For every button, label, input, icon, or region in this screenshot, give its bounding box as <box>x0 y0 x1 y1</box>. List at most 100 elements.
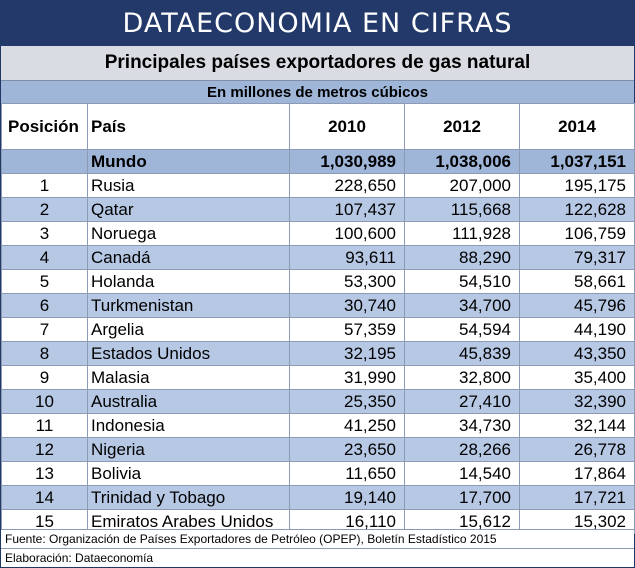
country-cell: Malasia <box>87 365 290 390</box>
value-2012-cell: 115,668 <box>404 197 520 222</box>
table-row: 2 Qatar 107,437 115,668 122,628 <box>1 197 635 222</box>
value-2010-cell: 19,140 <box>289 485 405 510</box>
world-2012-cell: 1,038,006 <box>404 149 520 174</box>
table-row: 13 Bolivia 11,650 14,540 17,864 <box>1 461 635 486</box>
table-row: 10 Australia 25,350 27,410 32,390 <box>1 389 635 414</box>
position-cell: 3 <box>1 221 88 246</box>
value-2012-cell: 34,700 <box>404 293 520 318</box>
table-row: 12 Nigeria 23,650 28,266 26,778 <box>1 437 635 462</box>
banner-title: DATAECONOMIA EN CIFRAS <box>1 1 634 46</box>
table-row: 9 Malasia 31,990 32,800 35,400 <box>1 365 635 390</box>
position-cell: 6 <box>1 293 88 318</box>
table-row: 1 Rusia 228,650 207,000 195,175 <box>1 173 635 198</box>
position-cell: 11 <box>1 413 88 438</box>
value-2014-cell: 45,796 <box>519 293 635 318</box>
value-2010-cell: 30,740 <box>289 293 405 318</box>
country-cell: Argelia <box>87 317 290 342</box>
value-2012-cell: 17,700 <box>404 485 520 510</box>
table-row: 7 Argelia 57,359 54,594 44,190 <box>1 317 635 342</box>
value-2012-cell: 14,540 <box>404 461 520 486</box>
table-row: 4 Canadá 93,611 88,290 79,317 <box>1 245 635 270</box>
table-row: 5 Holanda 53,300 54,510 58,661 <box>1 269 635 294</box>
header-position: Posición <box>1 103 88 150</box>
value-2012-cell: 27,410 <box>404 389 520 414</box>
value-2014-cell: 32,144 <box>519 413 635 438</box>
position-cell: 7 <box>1 317 88 342</box>
value-2012-cell: 34,730 <box>404 413 520 438</box>
value-2012-cell: 88,290 <box>404 245 520 270</box>
value-2014-cell: 122,628 <box>519 197 635 222</box>
value-2010-cell: 31,990 <box>289 365 405 390</box>
value-2014-cell: 44,190 <box>519 317 635 342</box>
position-cell: 1 <box>1 173 88 198</box>
value-2010-cell: 57,359 <box>289 317 405 342</box>
footnotes: Fuente: Organización de Países Exportado… <box>1 529 634 567</box>
position-cell: 8 <box>1 341 88 366</box>
world-label-cell: Mundo <box>87 149 290 174</box>
value-2014-cell: 35,400 <box>519 365 635 390</box>
value-2012-cell: 28,266 <box>404 437 520 462</box>
value-2012-cell: 207,000 <box>404 173 520 198</box>
header-2010: 2010 <box>289 103 405 150</box>
position-cell: 2 <box>1 197 88 222</box>
country-cell: Canadá <box>87 245 290 270</box>
position-cell: 12 <box>1 437 88 462</box>
header-row: Posición País 2010 2012 2014 <box>1 103 635 150</box>
position-cell: 13 <box>1 461 88 486</box>
value-2012-cell: 45,839 <box>404 341 520 366</box>
exports-table: Posición País 2010 2012 2014 Mundo 1,030… <box>1 103 635 534</box>
value-2010-cell: 11,650 <box>289 461 405 486</box>
header-2012: 2012 <box>404 103 520 150</box>
table-row: 3 Noruega 100,600 111,928 106,759 <box>1 221 635 246</box>
world-total-row: Mundo 1,030,989 1,038,006 1,037,151 <box>1 149 635 174</box>
value-2010-cell: 53,300 <box>289 269 405 294</box>
value-2010-cell: 100,600 <box>289 221 405 246</box>
country-cell: Bolivia <box>87 461 290 486</box>
value-2014-cell: 79,317 <box>519 245 635 270</box>
country-cell: Estados Unidos <box>87 341 290 366</box>
position-cell: 4 <box>1 245 88 270</box>
world-2014-cell: 1,037,151 <box>519 149 635 174</box>
country-cell: Turkmenistan <box>87 293 290 318</box>
value-2014-cell: 17,864 <box>519 461 635 486</box>
table-subtitle: En millones de metros cúbicos <box>1 81 634 103</box>
country-cell: Qatar <box>87 197 290 222</box>
value-2014-cell: 58,661 <box>519 269 635 294</box>
value-2014-cell: 26,778 <box>519 437 635 462</box>
value-2012-cell: 54,594 <box>404 317 520 342</box>
table-row: 11 Indonesia 41,250 34,730 32,144 <box>1 413 635 438</box>
country-cell: Trinidad y Tobago <box>87 485 290 510</box>
position-cell: 10 <box>1 389 88 414</box>
country-cell: Indonesia <box>87 413 290 438</box>
value-2010-cell: 25,350 <box>289 389 405 414</box>
value-2010-cell: 23,650 <box>289 437 405 462</box>
value-2012-cell: 54,510 <box>404 269 520 294</box>
country-cell: Australia <box>87 389 290 414</box>
source-note: Fuente: Organización de Países Exportado… <box>1 529 634 548</box>
table-row: 8 Estados Unidos 32,195 45,839 43,350 <box>1 341 635 366</box>
value-2010-cell: 32,195 <box>289 341 405 366</box>
world-position-cell <box>1 149 88 174</box>
country-cell: Noruega <box>87 221 290 246</box>
world-2010-cell: 1,030,989 <box>289 149 405 174</box>
country-cell: Rusia <box>87 173 290 198</box>
credit-note: Elaboración: Dataeconomía <box>1 548 634 567</box>
value-2014-cell: 32,390 <box>519 389 635 414</box>
value-2010-cell: 93,611 <box>289 245 405 270</box>
header-country: País <box>87 103 290 150</box>
value-2010-cell: 41,250 <box>289 413 405 438</box>
value-2012-cell: 32,800 <box>404 365 520 390</box>
value-2010-cell: 228,650 <box>289 173 405 198</box>
table-title: Principales países exportadores de gas n… <box>1 46 634 81</box>
country-cell: Nigeria <box>87 437 290 462</box>
position-cell: 14 <box>1 485 88 510</box>
value-2014-cell: 106,759 <box>519 221 635 246</box>
value-2010-cell: 107,437 <box>289 197 405 222</box>
position-cell: 5 <box>1 269 88 294</box>
position-cell: 9 <box>1 365 88 390</box>
value-2012-cell: 111,928 <box>404 221 520 246</box>
value-2014-cell: 195,175 <box>519 173 635 198</box>
table-row: 14 Trinidad y Tobago 19,140 17,700 17,721 <box>1 485 635 510</box>
value-2014-cell: 43,350 <box>519 341 635 366</box>
country-cell: Holanda <box>87 269 290 294</box>
